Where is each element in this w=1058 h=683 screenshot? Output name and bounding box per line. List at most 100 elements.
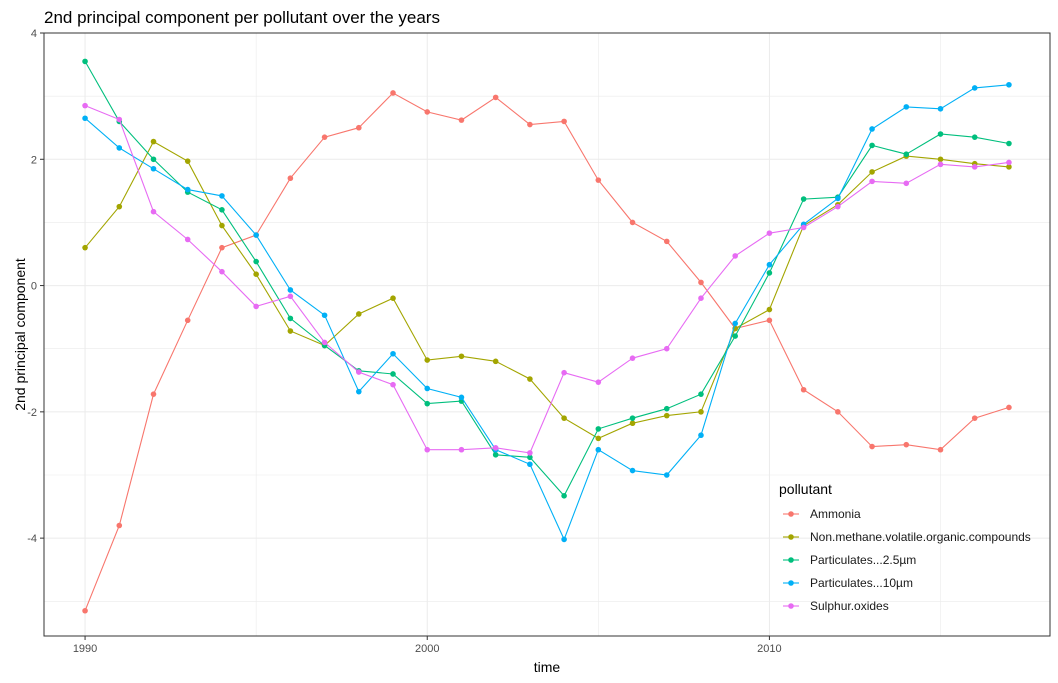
data-point bbox=[561, 415, 567, 421]
data-point bbox=[971, 415, 978, 421]
data-point bbox=[424, 446, 431, 453]
data-point bbox=[698, 391, 704, 397]
data-point bbox=[287, 293, 294, 300]
data-point bbox=[82, 58, 88, 65]
data-point bbox=[971, 134, 978, 140]
data-point bbox=[424, 357, 431, 363]
data-point bbox=[629, 355, 636, 361]
data-point bbox=[595, 177, 602, 183]
data-point bbox=[903, 104, 910, 110]
data-point bbox=[356, 311, 362, 317]
data-point bbox=[116, 522, 123, 529]
series-line bbox=[84, 140, 1009, 440]
data-point bbox=[698, 409, 704, 415]
data-point bbox=[869, 178, 875, 185]
data-point bbox=[800, 224, 807, 231]
data-point bbox=[219, 268, 225, 275]
data-point bbox=[287, 287, 294, 293]
data-point bbox=[903, 151, 910, 158]
data-point bbox=[800, 196, 807, 202]
series-2 bbox=[82, 138, 1012, 442]
data-point bbox=[458, 353, 465, 360]
legend-label: Particulates...2.5µm bbox=[810, 553, 916, 567]
data-point bbox=[561, 118, 567, 125]
data-point bbox=[903, 180, 910, 187]
data-point bbox=[766, 270, 773, 276]
data-point bbox=[184, 236, 191, 243]
data-point bbox=[663, 345, 670, 352]
data-point bbox=[116, 116, 123, 123]
data-point bbox=[492, 94, 499, 101]
data-point bbox=[321, 312, 328, 319]
data-point bbox=[82, 102, 88, 109]
series-line bbox=[84, 92, 1010, 611]
legend-item: Sulphur.oxides bbox=[783, 599, 889, 613]
data-point bbox=[663, 238, 670, 245]
data-point bbox=[595, 435, 602, 442]
data-point bbox=[219, 244, 225, 251]
data-point bbox=[937, 156, 944, 163]
series-line bbox=[84, 61, 1009, 497]
data-point bbox=[184, 186, 191, 193]
legend-key-point bbox=[788, 580, 794, 586]
data-point bbox=[150, 165, 157, 172]
legend-item: Ammonia bbox=[783, 507, 861, 521]
data-point bbox=[766, 317, 773, 324]
data-point bbox=[835, 409, 841, 415]
data-point bbox=[82, 607, 88, 614]
chart-title: 2nd principal component per pollutant ov… bbox=[44, 8, 440, 27]
legend-item: Non.methane.volatile.organic.compounds bbox=[783, 530, 1031, 544]
y-axis: -4 -2 0 2 4 bbox=[27, 28, 44, 545]
data-point bbox=[869, 126, 875, 132]
series-4 bbox=[82, 81, 1012, 543]
data-point bbox=[937, 105, 944, 112]
data-point bbox=[287, 315, 294, 322]
data-point bbox=[1006, 164, 1012, 170]
legend-item: Particulates...10µm bbox=[783, 576, 913, 590]
data-point bbox=[287, 328, 294, 334]
data-point bbox=[595, 446, 602, 453]
data-point bbox=[561, 369, 567, 376]
data-point bbox=[663, 405, 670, 412]
data-point bbox=[150, 208, 157, 215]
data-point bbox=[869, 443, 875, 450]
data-point bbox=[527, 121, 533, 128]
data-point bbox=[835, 203, 841, 210]
data-point bbox=[561, 536, 567, 543]
data-point bbox=[698, 295, 704, 301]
data-point bbox=[937, 446, 944, 453]
data-point bbox=[629, 219, 636, 226]
data-point bbox=[629, 415, 636, 421]
data-point bbox=[971, 164, 978, 170]
data-point bbox=[390, 381, 396, 388]
data-point bbox=[1006, 404, 1012, 411]
y-tick-label: 0 bbox=[31, 281, 37, 293]
data-point bbox=[800, 386, 807, 393]
legend-title: pollutant bbox=[779, 481, 832, 497]
data-point bbox=[390, 295, 396, 301]
legend: pollutant Ammonia Non.methane.volatile.or… bbox=[779, 481, 1031, 613]
data-point bbox=[424, 400, 431, 407]
data-point bbox=[116, 145, 123, 151]
data-point bbox=[869, 169, 875, 175]
data-point bbox=[219, 206, 225, 213]
legend-key-point bbox=[788, 511, 794, 517]
data-point bbox=[492, 358, 499, 365]
data-point bbox=[492, 445, 499, 451]
legend-label: Non.methane.volatile.organic.compounds bbox=[810, 530, 1031, 544]
data-point bbox=[82, 115, 88, 122]
x-tick-label: 2010 bbox=[757, 643, 781, 655]
data-point bbox=[458, 394, 465, 401]
data-point bbox=[253, 271, 259, 278]
data-point bbox=[971, 85, 978, 91]
data-point bbox=[527, 450, 533, 456]
data-point bbox=[424, 109, 431, 115]
data-point bbox=[561, 493, 567, 499]
y-axis-title: 2nd principal component bbox=[12, 258, 28, 411]
legend-label: Particulates...10µm bbox=[810, 576, 913, 590]
data-point bbox=[458, 117, 465, 123]
data-point bbox=[321, 339, 328, 346]
data-point bbox=[150, 138, 157, 145]
data-point bbox=[150, 156, 157, 163]
data-point bbox=[1006, 81, 1012, 88]
